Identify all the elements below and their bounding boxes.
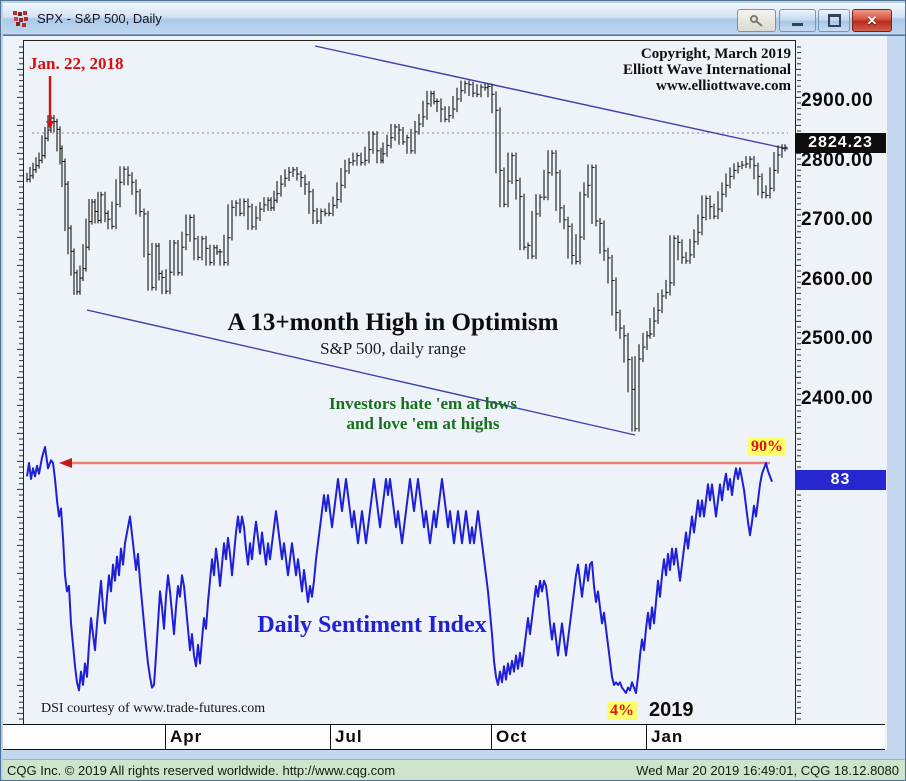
sentiment-note-line-2: and love 'em at highs: [346, 414, 500, 433]
time-axis-band: Apr Jul Oct Jan: [3, 724, 885, 750]
last-dsi-badge: 83: [795, 470, 886, 490]
year-label: 2019: [649, 699, 694, 721]
dsi-high-arrow-head: [59, 458, 72, 468]
right-scroll-track[interactable]: [887, 36, 905, 750]
month-label-oct: Oct: [496, 727, 528, 746]
price-bars: [26, 80, 788, 432]
window-title: SPX - S&P 500, Daily: [37, 11, 162, 26]
sentiment-note-line-1: Investors hate 'em at lows: [329, 394, 517, 413]
pin-button[interactable]: [737, 9, 776, 32]
pin-icon: [749, 14, 763, 27]
trendline-2: [86, 309, 636, 436]
dsi-credit-note: DSI courtesy of www.trade-futures.com: [41, 701, 266, 716]
chart-subtitle: S&P 500, daily range: [320, 339, 466, 358]
price-axis-label: 2700.00: [801, 209, 874, 230]
status-copyright-text: CQG Inc. © 2019 All rights reserved worl…: [7, 763, 396, 778]
month-separator: [330, 725, 331, 749]
month-separator: [165, 725, 166, 749]
price-axis-label: 2900.00: [801, 90, 874, 111]
copyright-line-3: www.elliottwave.com: [656, 78, 791, 94]
month-label-apr: Apr: [170, 727, 203, 746]
maximize-icon: [827, 14, 841, 27]
horizontal-scroll-track[interactable]: [3, 750, 905, 759]
close-button[interactable]: ✕: [852, 9, 892, 32]
price-and-dsi-plot[interactable]: [24, 41, 794, 724]
price-axis-label: 2800.00: [801, 149, 874, 171]
minimize-button[interactable]: [779, 9, 816, 32]
dsi-high-label: 90%: [748, 438, 786, 456]
month-label-jan: Jan: [651, 727, 684, 746]
right-axis-ticks: [795, 46, 801, 720]
maximize-button[interactable]: [818, 9, 850, 32]
title-bar[interactable]: SPX - S&P 500, Daily ✕: [3, 3, 905, 35]
copyright-line-1: Copyright, March 2019: [640, 46, 791, 62]
left-axis-ticks: [17, 46, 23, 720]
peak-arrow-head: [46, 121, 54, 129]
price-axis-label: 2400.00: [801, 387, 874, 409]
dsi-series-label: Daily Sentiment Index: [257, 612, 487, 638]
sentiment-note: Investors hate 'em at lows and love 'em …: [231, 394, 615, 434]
price-axis-label: 2600.00: [801, 268, 874, 290]
status-bar: CQG Inc. © 2019 All rights reserved worl…: [3, 759, 905, 780]
chart-headline: A 13+month High in Optimism: [227, 309, 559, 336]
last-price-badge: 2824.23: [795, 133, 886, 153]
dsi-low-label: 4%: [607, 702, 637, 720]
chart-client-area: Jan. 22, 2018 Copyright, March 2019 Elli…: [3, 35, 905, 750]
copyright-block: Copyright, March 2019 Elliott Wave Inter…: [501, 46, 791, 94]
month-separator: [491, 725, 492, 749]
minimize-icon: [792, 23, 803, 26]
close-icon: ✕: [866, 12, 878, 28]
month-label-jul: Jul: [335, 727, 363, 746]
copyright-line-2: Elliott Wave International: [622, 62, 791, 78]
cqg-app-icon: [13, 11, 29, 27]
dsi-line: [26, 446, 773, 694]
month-separator: [646, 725, 647, 749]
peak-date-annotation: Jan. 22, 2018: [29, 54, 124, 73]
price-axis-label: 2500.00: [801, 328, 874, 349]
trendline-1: [314, 45, 789, 150]
status-datetime-text: Wed Mar 20 2019 16:49:01, CQG 18.12.8080: [636, 763, 899, 778]
